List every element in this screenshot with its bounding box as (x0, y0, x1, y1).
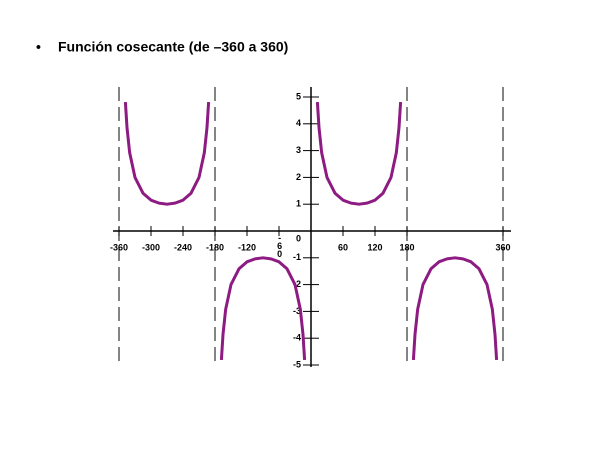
x-tick-label: 60 (338, 242, 348, 252)
y-tick-label: 4 (296, 118, 301, 128)
x-tick-label: -300 (142, 242, 160, 252)
y-tick-label: -3 (293, 306, 301, 316)
x-tick-label: 120 (367, 242, 382, 252)
x-tick-label: -120 (238, 242, 256, 252)
y-tick-label: 5 (296, 91, 301, 101)
x-tick-label: -360 (110, 242, 128, 252)
bullet: • (36, 39, 41, 55)
x-tick-label: -60 (275, 233, 285, 257)
y-tick-label: 3 (296, 145, 301, 155)
y-tick-label: -2 (293, 279, 301, 289)
x-tick-label: 360 (495, 242, 510, 252)
x-tick-label: -240 (174, 242, 192, 252)
chart-title: Función cosecante (de –360 a 360) (58, 39, 288, 55)
y-tick-label: -5 (293, 359, 301, 369)
y-tick-label: 2 (296, 172, 301, 182)
y-tick-label: -1 (293, 252, 301, 262)
y-tick-label: 0 (296, 233, 301, 243)
x-tick-label: 180 (399, 242, 414, 252)
x-tick-label: -180 (206, 242, 224, 252)
y-tick-label: 1 (296, 199, 301, 209)
curve (123, 101, 499, 361)
y-tick-label: -4 (293, 333, 301, 343)
